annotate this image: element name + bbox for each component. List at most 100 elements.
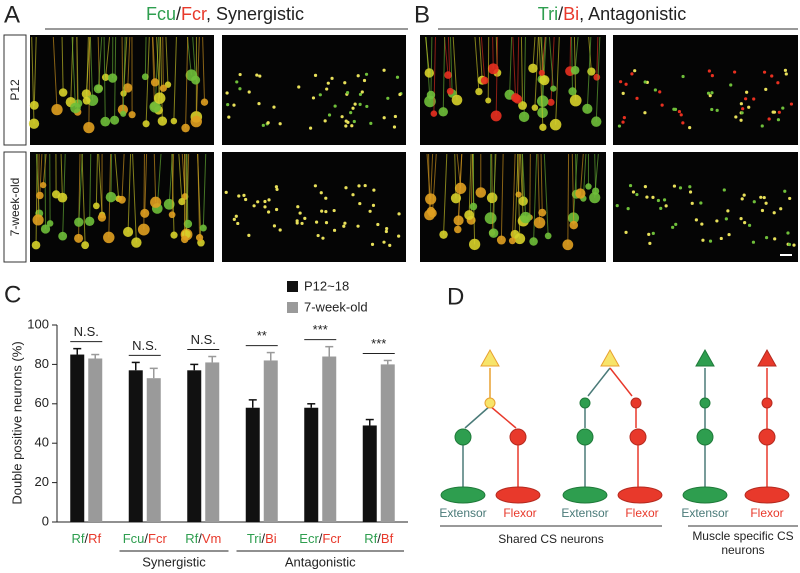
cell <box>267 198 271 202</box>
cell <box>787 242 792 247</box>
cell <box>370 242 375 246</box>
cell <box>729 83 733 87</box>
dendrite <box>449 36 453 94</box>
cell <box>32 214 44 226</box>
cell <box>232 103 236 107</box>
dendrite <box>186 153 189 224</box>
cell <box>786 231 790 235</box>
cell <box>324 221 329 225</box>
cell <box>164 81 172 88</box>
cell <box>296 205 300 209</box>
cell <box>715 108 719 112</box>
label-part: Rf <box>71 531 84 546</box>
cell <box>694 218 698 222</box>
cell <box>776 81 780 85</box>
cell <box>468 238 481 251</box>
y-tick-label: 100 <box>27 316 49 331</box>
cell <box>120 110 127 117</box>
cell <box>263 205 267 209</box>
cell <box>325 87 329 91</box>
cell <box>358 92 363 97</box>
cell <box>313 184 317 188</box>
dendrite <box>81 153 86 246</box>
cell <box>278 122 282 126</box>
cell <box>278 228 282 232</box>
muscle <box>617 486 663 504</box>
panel-title: Tri/Bi, Antagonistic <box>538 4 686 24</box>
cell <box>368 209 372 213</box>
cell <box>238 87 242 91</box>
cell <box>626 207 630 211</box>
cell <box>677 109 682 114</box>
cell <box>352 119 356 124</box>
label-part: / <box>377 531 381 546</box>
x-tick-label: Rf/Rf <box>71 531 101 546</box>
cell <box>773 237 777 241</box>
dendrite <box>596 36 599 78</box>
cell <box>323 119 327 123</box>
branch-node <box>579 397 591 409</box>
dendrite <box>162 36 164 89</box>
dendrite <box>86 36 89 101</box>
bar <box>380 364 395 522</box>
cell <box>141 73 149 81</box>
dendrite <box>500 153 504 241</box>
cell <box>363 183 367 188</box>
x-tick-label: Fcu/Fcr <box>123 531 168 546</box>
cell <box>519 211 532 224</box>
branch-node <box>630 397 642 409</box>
dendrite <box>569 36 572 72</box>
dendrite <box>76 36 79 113</box>
cell <box>747 223 752 227</box>
cell <box>762 70 767 74</box>
cell <box>569 220 579 230</box>
cell <box>533 216 546 229</box>
cell <box>191 75 201 85</box>
cell <box>150 78 160 87</box>
dendrite <box>156 36 161 99</box>
title-part: , Synergistic <box>206 4 304 24</box>
cell <box>648 241 652 246</box>
cell <box>569 94 582 107</box>
cell <box>157 116 168 126</box>
cell <box>764 87 768 91</box>
cs-neuron <box>600 348 620 367</box>
dendrite <box>165 36 169 85</box>
legend-swatch <box>287 281 298 292</box>
dendrite <box>97 36 103 89</box>
cell <box>272 105 276 109</box>
cell <box>783 189 787 193</box>
cell <box>424 68 435 78</box>
cell <box>266 210 271 214</box>
cell <box>454 225 462 234</box>
cell <box>671 225 675 229</box>
significance-label: ** <box>257 328 267 343</box>
cell <box>388 243 392 247</box>
cell <box>707 69 711 73</box>
cell <box>651 195 655 199</box>
cell <box>783 68 788 72</box>
cell <box>562 239 574 251</box>
cell <box>168 211 176 219</box>
x-tick-label: Tri/Bi <box>247 531 277 546</box>
cell <box>46 220 54 227</box>
cell <box>710 91 714 95</box>
cell <box>318 93 322 97</box>
cell <box>58 231 68 241</box>
cell <box>770 74 774 78</box>
label-part: / <box>144 531 148 546</box>
cell <box>568 87 577 96</box>
cell <box>781 106 785 110</box>
cell <box>170 231 178 239</box>
cell <box>744 97 748 101</box>
cell <box>82 96 91 105</box>
cs-neuron <box>480 348 500 367</box>
cell <box>344 186 348 190</box>
cell <box>444 71 452 79</box>
cell <box>656 198 661 203</box>
cell <box>438 107 448 117</box>
x-tick-label: Rf/Bf <box>364 531 393 546</box>
cell <box>313 73 318 77</box>
motor-neuron <box>509 428 527 446</box>
dendrite <box>511 153 516 241</box>
